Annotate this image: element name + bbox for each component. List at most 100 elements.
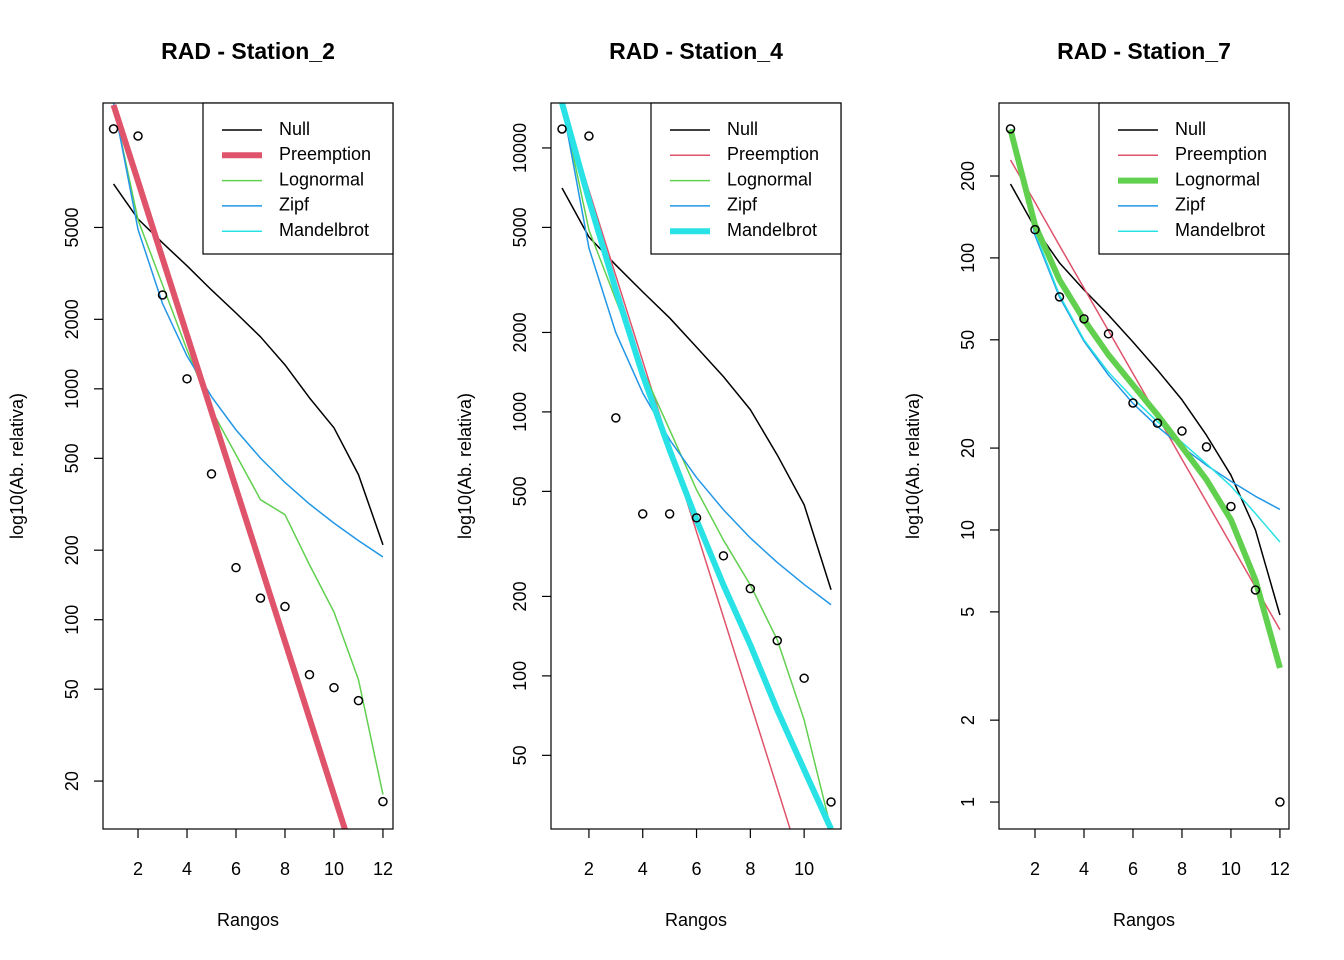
legend-label: Null — [279, 119, 310, 139]
data-point — [206, 469, 217, 479]
y-tick-label: 500 — [510, 476, 530, 506]
legend-label: Null — [1175, 119, 1206, 139]
data-point — [1201, 442, 1212, 452]
y-tick-label: 100 — [958, 243, 978, 273]
y-tick-label: 50 — [510, 745, 530, 765]
y-tick-label: 10000 — [510, 123, 530, 173]
data-point — [772, 635, 782, 646]
legend-label: Mandelbrot — [1175, 220, 1265, 240]
legend-label: Lognormal — [1175, 169, 1260, 189]
legend-label: Lognormal — [279, 169, 364, 189]
data-point — [231, 562, 241, 573]
data-point — [1128, 398, 1138, 408]
data-point — [718, 551, 729, 561]
panel: RAD - Station_7 Rangos log10(Ab. relativa)… — [903, 38, 1290, 930]
series-line — [1009, 128, 1281, 511]
legend-label: Mandelbrot — [279, 220, 369, 240]
data-point — [1275, 797, 1285, 807]
x-tick-label: 2 — [584, 859, 594, 879]
legend-label: Preemption — [279, 144, 371, 164]
data-point — [255, 593, 266, 603]
y-axis-label: log10(Ab. relativa) — [903, 393, 923, 539]
data-point — [1054, 292, 1065, 302]
legend: Null Preemption Lognormal Zipf Mandelbrot — [650, 102, 842, 255]
legend-box — [202, 102, 394, 255]
data-point — [1103, 329, 1114, 339]
legend: Null Preemption Lognormal Zipf Mandelbrot — [202, 102, 394, 255]
data-point — [157, 290, 168, 300]
x-tick-label: 10 — [324, 859, 344, 879]
legend: Null Preemption Lognormal Zipf Mandelbrot — [1098, 102, 1290, 255]
series-line — [110, 104, 348, 829]
data-point — [691, 513, 702, 523]
data-point — [745, 583, 756, 594]
data-point — [557, 124, 567, 134]
data-point — [1030, 224, 1040, 235]
legend-label: Preemption — [1175, 144, 1267, 164]
data-point — [329, 682, 339, 693]
x-tick-label: 6 — [692, 859, 702, 879]
chart-title: RAD - Station_2 — [161, 38, 335, 64]
x-tick-label: 4 — [638, 859, 648, 879]
series-line — [1007, 128, 1283, 669]
y-tick-label: 5000 — [62, 207, 82, 247]
data-point — [664, 509, 675, 519]
x-tick-label: 6 — [231, 859, 241, 879]
x-tick-label: 12 — [1270, 859, 1290, 879]
plot-area — [1005, 124, 1285, 807]
series-line — [561, 103, 832, 829]
legend-label: Zipf — [279, 195, 310, 215]
y-tick-label: 1 — [958, 797, 978, 807]
legend-label: Zipf — [727, 195, 758, 215]
data-point — [584, 131, 594, 141]
data-point — [1005, 124, 1016, 134]
legend-label: Mandelbrot — [727, 220, 817, 240]
y-tick-label: 2000 — [510, 312, 530, 352]
y-tick-label: 500 — [62, 443, 82, 473]
y-tick-label: 20 — [958, 438, 978, 458]
x-tick-label: 4 — [1079, 859, 1089, 879]
x-axis-label: Rangos — [1113, 910, 1175, 930]
y-tick-label: 5 — [958, 607, 978, 617]
series-line — [1009, 159, 1281, 631]
y-tick-label: 50 — [62, 679, 82, 699]
x-tick-label: 10 — [794, 859, 814, 879]
x-axis-label: Rangos — [665, 910, 727, 930]
series-line — [561, 103, 832, 606]
data-point — [1177, 426, 1187, 436]
legend-label: Zipf — [1175, 195, 1206, 215]
data-point — [378, 796, 388, 807]
data-point — [304, 669, 315, 680]
y-axis-label: log10(Ab. relativa) — [7, 393, 27, 539]
y-tick-label: 200 — [510, 581, 530, 611]
data-point — [799, 673, 809, 683]
panel: RAD - Station_2 Rangos log10(Ab. relativa)… — [7, 38, 394, 930]
y-tick-label: 200 — [958, 161, 978, 191]
data-point — [1226, 501, 1236, 512]
data-point — [637, 509, 648, 519]
data-point — [133, 131, 143, 141]
x-tick-label: 2 — [133, 859, 143, 879]
plot-area — [108, 103, 388, 829]
panel: RAD - Station_4 Rangos log10(Ab. relativa)… — [455, 38, 842, 930]
x-tick-label: 8 — [280, 859, 290, 879]
data-point — [353, 695, 364, 706]
series-line — [112, 103, 384, 558]
data-point — [826, 797, 836, 807]
legend-label: Null — [727, 119, 758, 139]
x-tick-label: 8 — [1177, 859, 1187, 879]
data-point — [611, 413, 621, 423]
series-line — [112, 104, 384, 795]
x-tick-label: 4 — [182, 859, 192, 879]
y-axis-label: log10(Ab. relativa) — [455, 393, 475, 539]
x-tick-label: 2 — [1030, 859, 1040, 879]
data-point — [108, 124, 119, 134]
y-tick-label: 200 — [62, 535, 82, 565]
chart-title: RAD - Station_7 — [1057, 38, 1231, 64]
data-point — [182, 374, 192, 384]
y-tick-label: 10 — [958, 520, 978, 540]
y-tick-label: 2000 — [62, 299, 82, 339]
legend-label: Preemption — [727, 144, 819, 164]
y-tick-label: 2 — [958, 715, 978, 725]
